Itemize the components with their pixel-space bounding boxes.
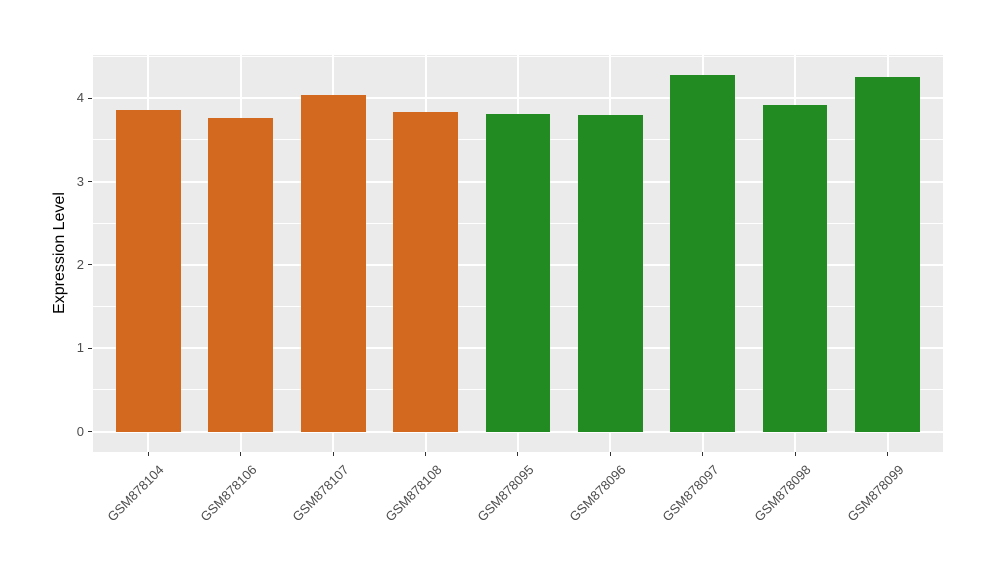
x-tick-mark [517, 452, 519, 456]
x-tick-mark [609, 452, 611, 456]
bar-GSM878106 [208, 118, 274, 432]
x-tick-label: GSM878108 [381, 462, 445, 525]
y-tick-mark [88, 181, 92, 183]
x-tick-label: GSM878099 [843, 462, 907, 525]
x-tick-mark [147, 452, 149, 456]
x-tick-mark [332, 452, 334, 456]
bar-GSM878096 [578, 114, 643, 432]
plot-panel [93, 55, 943, 452]
y-tick-label: 4 [76, 90, 84, 106]
x-tick-label: GSM878098 [751, 462, 814, 525]
x-tick-mark [702, 452, 704, 456]
y-tick-label: 1 [76, 340, 84, 356]
x-tick-mark [887, 452, 889, 456]
x-tick-mark [425, 452, 427, 456]
x-tick-label: GSM878097 [659, 462, 722, 525]
y-tick-mark [88, 431, 92, 433]
bar-GSM878098 [762, 104, 828, 432]
x-tick-label: GSM878107 [289, 462, 352, 525]
bar-GSM878108 [393, 112, 458, 432]
x-tick-label: GSM878096 [566, 462, 629, 525]
bar-GSM878097 [670, 74, 736, 432]
bar-GSM878107 [300, 94, 366, 432]
y-tick-label: 0 [76, 423, 84, 439]
x-tick-label: GSM878106 [197, 462, 260, 525]
x-tick-label: GSM878095 [474, 462, 537, 525]
x-tick-mark [240, 452, 242, 456]
bar-GSM878099 [855, 76, 920, 432]
y-axis-title: Expression Level [51, 192, 68, 314]
y-tick-mark [88, 264, 92, 266]
y-tick-mark [88, 347, 92, 349]
y-tick-label: 3 [76, 173, 84, 189]
x-tick-label: GSM878104 [104, 462, 167, 525]
y-tick-mark [88, 97, 92, 99]
bar-GSM878095 [485, 114, 551, 432]
bar-GSM878104 [116, 109, 181, 432]
x-tick-mark [794, 452, 796, 456]
y-tick-label: 2 [76, 256, 84, 272]
